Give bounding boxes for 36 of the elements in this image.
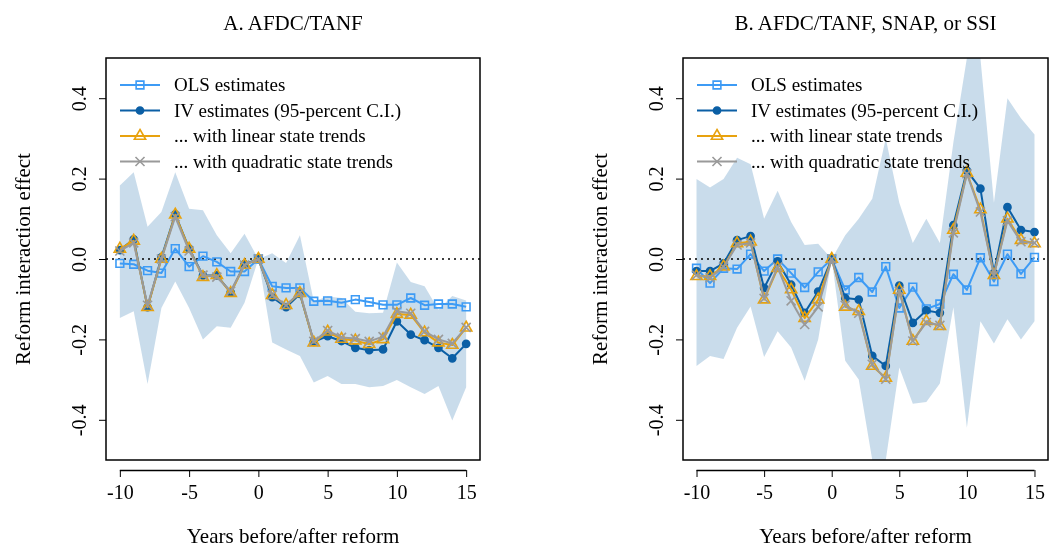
x-tick-label: -5: [181, 481, 198, 504]
legend-label: ... with linear state trends: [174, 125, 366, 146]
y-tick-label: -0.4: [645, 404, 667, 437]
x-tick-label: 15: [456, 481, 477, 504]
x-tick-label: 0: [827, 481, 838, 504]
legend-label: IV estimates (95-percent C.I.): [174, 99, 402, 122]
x-axis-title: Years before/after reform: [759, 524, 972, 548]
x-tick-label: -5: [756, 481, 773, 504]
legend-label: ... with linear state trends: [751, 125, 943, 146]
x-tick-label: -10: [683, 481, 711, 504]
y-tick-label: 0.4: [645, 86, 667, 112]
y-tick-label: -0.2: [645, 324, 667, 356]
legend-label: OLS estimates: [751, 74, 863, 95]
chart-title: A. AFDC/TANF: [223, 11, 363, 35]
x-axis-title: Years before/after reform: [186, 524, 400, 548]
x-tick-label: 10: [387, 481, 408, 504]
legend-label: ... with quadratic state trends: [174, 150, 393, 172]
y-tick-label: 0.2: [68, 166, 90, 192]
x-tick-label: 15: [1024, 481, 1045, 504]
x-tick-label: 5: [323, 481, 334, 504]
y-tick-label: 0.4: [68, 86, 90, 112]
y-tick-label: -0.4: [68, 404, 90, 437]
legend-label: OLS estimates: [174, 74, 286, 95]
x-tick-label: 0: [253, 481, 264, 504]
legend-label: IV estimates (95-percent C.I.): [751, 99, 979, 122]
y-tick-label: 0.0: [68, 247, 90, 272]
x-tick-label: 10: [957, 481, 978, 504]
x-tick-label: -10: [107, 481, 134, 504]
y-axis-title: Reform interaction effect: [11, 152, 35, 365]
y-tick-label: 0.0: [645, 247, 667, 272]
y-axis-title: Reform interaction effect: [588, 152, 612, 365]
legend-label: ... with quadratic state trends: [751, 150, 970, 172]
x-tick-label: 5: [894, 481, 905, 504]
y-tick-label: 0.2: [645, 166, 667, 192]
y-tick-label: -0.2: [68, 324, 90, 356]
chart-title: B. AFDC/TANF, SNAP, or SSI: [734, 11, 997, 35]
